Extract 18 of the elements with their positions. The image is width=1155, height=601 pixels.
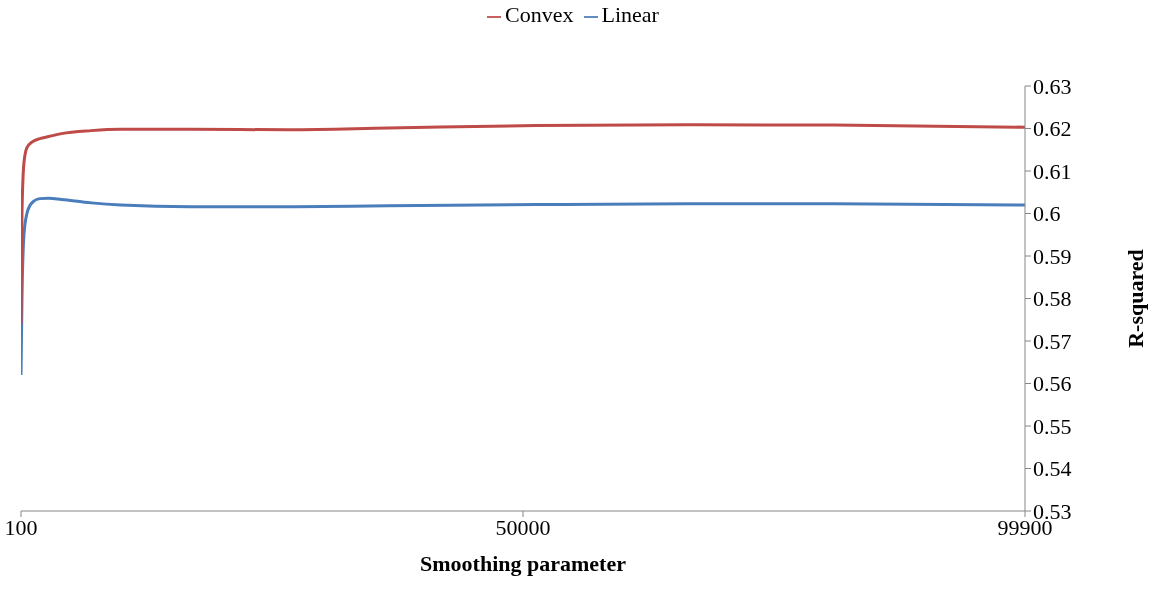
y-tick-label: 0.54	[1033, 456, 1072, 482]
y-tick-label: 0.59	[1033, 243, 1072, 269]
y-tick-label: 0.61	[1033, 158, 1072, 184]
y-tick-label: 0.62	[1033, 116, 1072, 142]
legend-label: Linear	[601, 2, 659, 27]
y-tick-label: 0.55	[1033, 413, 1072, 439]
x-axis-title: Smoothing parameter	[420, 551, 627, 576]
y-tick-label: 0.58	[1033, 286, 1072, 312]
x-tick-label: 100	[4, 514, 38, 540]
x-tick-label: 50000	[495, 514, 551, 540]
y-axis-title: R-squared	[1122, 249, 1148, 348]
y-tick-label: 0.56	[1033, 371, 1072, 397]
line-series	[21, 196, 1025, 377]
y-tick-label: 0.63	[1033, 73, 1072, 99]
y-tick-label: 0.6	[1033, 201, 1061, 227]
line-series	[21, 123, 1025, 326]
y-tick-label: 0.57	[1033, 328, 1072, 354]
legend-label: Convex	[505, 2, 574, 27]
